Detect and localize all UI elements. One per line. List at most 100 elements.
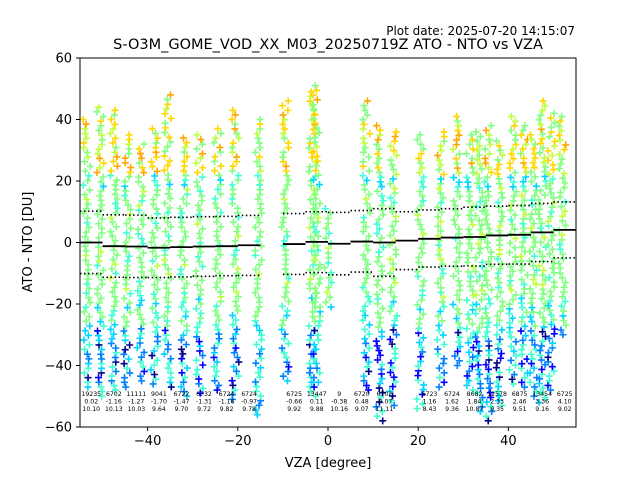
data-point (415, 254, 423, 262)
data-point (256, 326, 264, 334)
data-point (454, 268, 462, 276)
bin-stat-mean: 2.46 (513, 399, 527, 406)
data-point (373, 290, 381, 298)
data-column (147, 125, 162, 388)
data-point (214, 339, 222, 347)
data-point (493, 293, 501, 301)
data-point (387, 302, 395, 310)
data-point (182, 341, 190, 349)
data-point (465, 315, 473, 323)
data-point (438, 298, 446, 306)
data-point (549, 161, 557, 169)
data-point (416, 169, 424, 177)
data-point (546, 386, 554, 394)
bin-stat-mean: -0.97 (241, 399, 257, 406)
data-point (359, 284, 367, 292)
data-point (183, 200, 191, 208)
data-point (467, 216, 475, 224)
bin-stat-mean: 4.10 (558, 399, 572, 406)
data-point (472, 254, 480, 262)
data-point (435, 156, 443, 164)
data-point (84, 374, 92, 382)
data-point (378, 328, 386, 336)
data-point (473, 146, 481, 154)
data-point (285, 176, 293, 184)
data-point (281, 293, 289, 301)
data-point (126, 234, 134, 242)
data-point (436, 374, 444, 382)
data-point (528, 318, 536, 326)
data-point (280, 349, 288, 357)
data-point (193, 366, 201, 374)
data-point (528, 196, 536, 204)
data-point (388, 203, 396, 211)
data-point (496, 222, 504, 230)
data-point (215, 381, 223, 389)
data-point (309, 200, 317, 208)
data-point (95, 103, 103, 111)
data-point (181, 373, 189, 381)
data-point (560, 169, 568, 177)
data-point (316, 303, 324, 311)
data-point (310, 270, 318, 278)
data-point (494, 397, 502, 405)
data-point (478, 188, 486, 196)
data-point (280, 148, 288, 156)
data-point (440, 369, 448, 377)
data-point (529, 290, 537, 298)
data-point (106, 130, 114, 138)
data-point (94, 150, 102, 158)
data-point (483, 398, 491, 406)
data-point (439, 293, 447, 301)
data-point (360, 120, 368, 128)
data-point (520, 196, 528, 204)
data-point (388, 222, 396, 230)
data-point (440, 355, 448, 363)
data-point (327, 269, 335, 277)
data-point (122, 238, 130, 246)
data-point (507, 216, 515, 224)
data-point (111, 134, 119, 142)
data-point (510, 347, 518, 355)
data-point (437, 227, 445, 235)
data-column (210, 125, 225, 394)
data-point (212, 307, 220, 315)
bin-statistics-layer: 192350.0210.106702-1.1610.1311111-1.2710… (81, 391, 572, 413)
data-point (284, 279, 292, 287)
data-point (326, 210, 334, 218)
data-point (363, 363, 371, 371)
data-point (456, 150, 464, 158)
data-point (496, 368, 504, 376)
data-point (518, 192, 526, 200)
data-point (551, 325, 559, 333)
data-point (95, 257, 103, 265)
data-point (464, 268, 472, 276)
data-point (316, 261, 324, 269)
data-point (94, 210, 102, 218)
data-point (495, 142, 503, 150)
data-point (456, 343, 464, 351)
data-point (321, 205, 329, 213)
data-point (378, 183, 386, 191)
data-point (450, 174, 458, 182)
data-point (558, 155, 566, 163)
data-point (99, 182, 107, 190)
data-point (251, 289, 259, 297)
data-point (154, 314, 162, 322)
data-point (419, 400, 427, 408)
data-point (82, 134, 90, 142)
data-point (194, 183, 202, 191)
data-point (469, 329, 477, 337)
data-point (496, 265, 504, 273)
data-point (253, 383, 261, 391)
data-point (507, 112, 515, 120)
data-point (162, 331, 170, 339)
data-point (373, 159, 381, 167)
data-point (306, 369, 314, 377)
data-point (359, 307, 367, 315)
data-point (562, 222, 570, 230)
data-point (199, 164, 207, 172)
data-point (108, 265, 116, 273)
data-point (387, 284, 395, 292)
data-point (537, 139, 545, 147)
